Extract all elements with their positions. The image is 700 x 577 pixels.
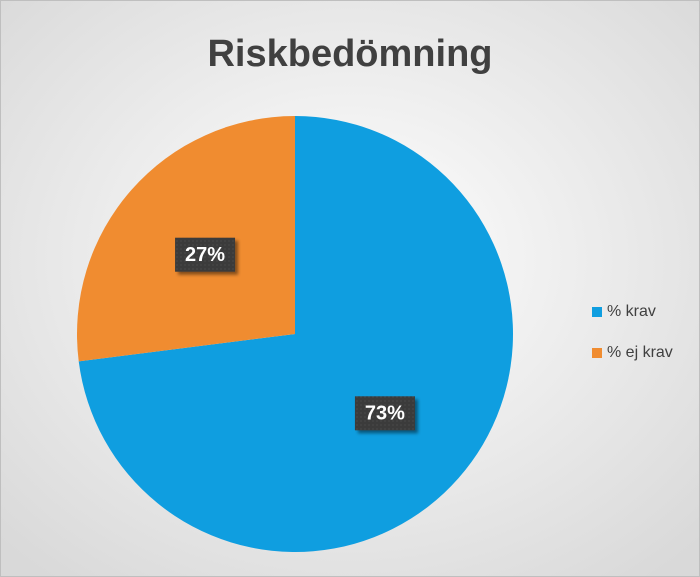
legend-label: % krav [607, 303, 656, 320]
legend-swatch [592, 307, 602, 317]
data-label-box [354, 396, 415, 431]
data-label-box [175, 237, 236, 272]
legend-swatch [592, 348, 602, 358]
legend-label: % ej krav [607, 344, 673, 361]
data-label: 73% [365, 403, 405, 425]
chart-title: Riskbedömning [207, 33, 492, 75]
data-label: 27% [185, 244, 225, 266]
pie-slice [78, 116, 514, 553]
